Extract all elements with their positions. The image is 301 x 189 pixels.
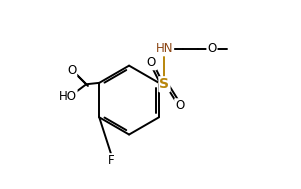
Text: O: O bbox=[175, 99, 184, 112]
Text: O: O bbox=[207, 42, 217, 55]
Text: F: F bbox=[108, 154, 115, 167]
Text: S: S bbox=[160, 77, 169, 91]
Text: HN: HN bbox=[156, 42, 173, 55]
Text: HO: HO bbox=[59, 90, 77, 103]
Text: O: O bbox=[147, 56, 156, 69]
Text: O: O bbox=[67, 64, 76, 77]
